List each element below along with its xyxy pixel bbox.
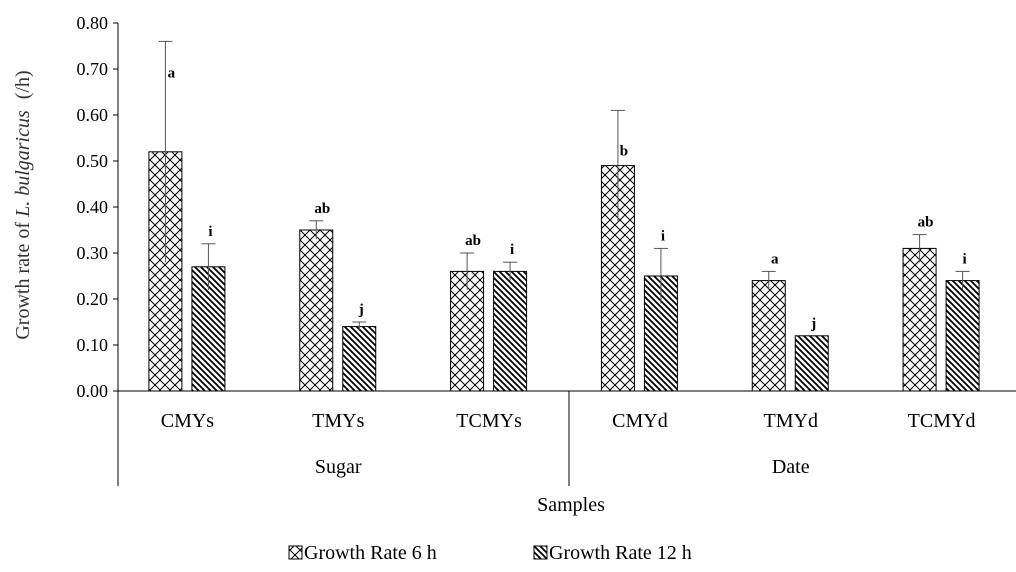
significance-label: i (510, 242, 514, 258)
x-category-label: CMYs (161, 410, 215, 432)
y-tick-label: 0.60 (77, 105, 109, 125)
x-category-label: TMYd (764, 410, 818, 432)
x-category-label: TCMYs (456, 410, 522, 432)
legend-label-12h: Growth Rate 12 h (549, 542, 692, 564)
bar-12h (795, 336, 828, 391)
x-category-label: TMYs (312, 410, 364, 432)
significance-label: j (810, 316, 816, 332)
x-category-label: TCMYd (908, 410, 976, 432)
y-tick-label: 0.50 (77, 151, 109, 171)
significance-label: ab (465, 233, 481, 249)
bar-6h (752, 281, 785, 391)
significance-label: i (661, 228, 665, 244)
y-tick-label: 0.10 (77, 335, 109, 355)
significance-label: a (168, 65, 176, 81)
legend-item-12h: Growth Rate 12 h (534, 542, 692, 564)
significance-label: i (962, 251, 966, 267)
legend-label-6h: Growth Rate 6 h (304, 542, 437, 564)
bar-12h (343, 327, 376, 391)
significance-label: ab (918, 215, 934, 231)
legend-swatch-diagonal (534, 546, 547, 559)
plot-area: 0.00 0.10 0.20 0.30 0.40 0.50 0.60 0.70 0.80 CMYs… (77, 13, 1016, 486)
y-tick-label: 0.30 (77, 243, 109, 263)
significance-label: j (358, 302, 364, 318)
y-tick-label: 0.70 (77, 59, 109, 79)
significance-label: b (620, 143, 628, 159)
y-tick-label: 0.40 (77, 197, 109, 217)
y-tick-label: 0.00 (77, 381, 109, 401)
legend: Growth Rate 6 h Growth Rate 12 h (289, 542, 692, 564)
significance-label: a (771, 251, 779, 267)
bar-6h (300, 230, 333, 391)
bar-12h (946, 281, 979, 391)
group-label: Date (772, 456, 810, 478)
significance-label: ab (314, 201, 330, 217)
y-axis-title: Growth rate of L. bulgaricus (/h) (12, 70, 34, 339)
significance-label: i (208, 224, 212, 240)
bar-6h (903, 248, 936, 391)
x-axis-title: Samples (537, 494, 605, 516)
y-tick-label: 0.80 (77, 13, 109, 33)
x-category-label: CMYd (612, 410, 668, 432)
group-label: Sugar (315, 456, 362, 478)
legend-item-6h: Growth Rate 6 h (289, 542, 437, 564)
legend-swatch-crosshatch (289, 546, 302, 559)
y-tick-label: 0.20 (77, 289, 109, 309)
bar-12h (494, 271, 527, 391)
